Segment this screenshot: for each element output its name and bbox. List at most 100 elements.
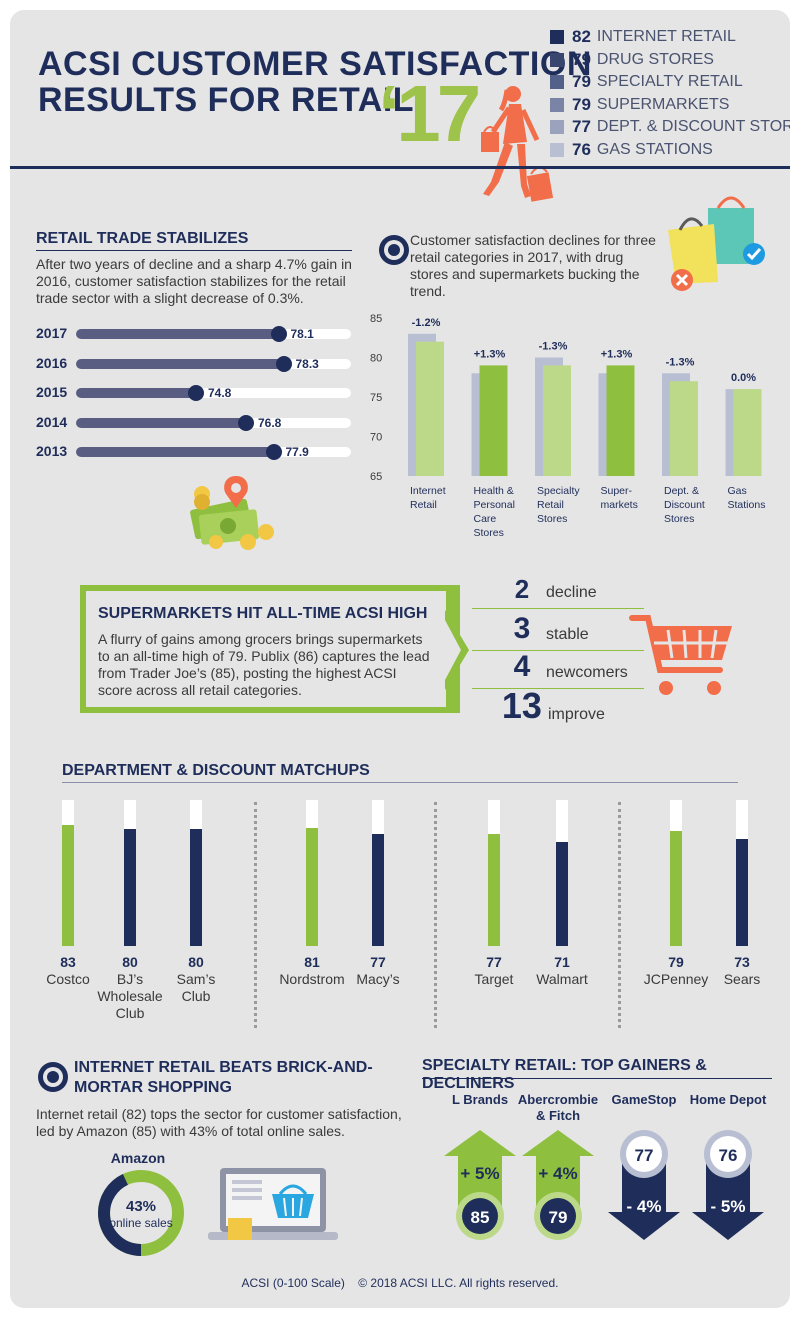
y-tick-label: 65 bbox=[370, 471, 382, 483]
category-label: Dept. & bbox=[664, 485, 699, 497]
trade-bar-dot bbox=[238, 414, 254, 431]
page-title: ACSI CUSTOMER SATISFACTION RESULTS FOR R… bbox=[38, 46, 592, 118]
legend-row: 77 DEPT. & DISCOUNT STORES bbox=[550, 116, 790, 139]
legend-swatch bbox=[550, 142, 564, 157]
stat-number: 3 bbox=[513, 612, 531, 645]
laptop-basket-icon bbox=[208, 1168, 338, 1240]
legend-label: DEPT. & DISCOUNT STORES bbox=[596, 118, 790, 136]
stat-number: 2 bbox=[514, 574, 530, 604]
score-text: 79 bbox=[549, 1208, 568, 1227]
trade-bar-fill bbox=[76, 388, 196, 398]
category-label: Specialty bbox=[537, 485, 580, 497]
change-label: +1.3% bbox=[474, 348, 506, 360]
stat-label: decline bbox=[546, 584, 597, 601]
category-label: Retail bbox=[537, 499, 564, 511]
bar-current bbox=[670, 381, 698, 476]
internet-title-line-2: MORTAR SHOPPING bbox=[74, 1079, 232, 1096]
trade-text: After two years of decline and a sharp 4… bbox=[36, 256, 352, 306]
score-circle bbox=[626, 1136, 662, 1172]
stat-label: newcomers bbox=[546, 664, 628, 681]
legend-label: GAS STATIONS bbox=[596, 140, 713, 158]
gainer-arrow: + 5% 85 bbox=[444, 1130, 516, 1240]
arrow-shape bbox=[608, 1150, 680, 1240]
stat-divider bbox=[472, 608, 644, 609]
score-circle bbox=[462, 1198, 498, 1234]
matchup-value: 73 bbox=[734, 954, 750, 970]
trade-bar-value: 77.9 bbox=[285, 445, 309, 459]
matchup-name-line: Walmart bbox=[536, 971, 588, 987]
legend-row: 76 GAS STATIONS bbox=[550, 139, 790, 162]
matchup-value: 77 bbox=[370, 954, 386, 970]
title-line-1: ACSI CUSTOMER SATISFACTION bbox=[38, 45, 592, 83]
matchup-name-line: Club bbox=[115, 1005, 145, 1021]
trade-bar-fill bbox=[76, 358, 284, 369]
trade-year-label: 2017 bbox=[36, 325, 68, 341]
specialty-name-line: GameStop bbox=[611, 1092, 677, 1107]
footer: ACSI (0-100 Scale) © 2018 ACSI LLC. All … bbox=[10, 1276, 790, 1290]
donut-subtext: online sales bbox=[109, 1216, 173, 1230]
change-text: - 4% bbox=[627, 1197, 662, 1216]
y-tick-label: 85 bbox=[370, 313, 382, 325]
matchup-name: Sears bbox=[702, 971, 782, 988]
trade-bar-dot bbox=[188, 385, 204, 401]
legend-score: 82 bbox=[572, 27, 591, 47]
score-text: 85 bbox=[471, 1208, 490, 1227]
legend-label: INTERNET RETAIL bbox=[596, 28, 736, 46]
legend-label: SPECIALTY RETAIL bbox=[596, 73, 743, 91]
amazon-share-donut bbox=[98, 1170, 184, 1256]
y-tick-label: 75 bbox=[370, 392, 382, 404]
shopping-bags-icon bbox=[668, 196, 765, 291]
matchup-separator bbox=[618, 802, 621, 1028]
category-label: Personal bbox=[474, 499, 515, 511]
legend-score: 79 bbox=[572, 94, 591, 114]
supermarkets-callout-inner: SUPERMARKETS HIT ALL-TIME ACSI HIGH A fl… bbox=[86, 591, 446, 707]
title-line-2: RESULTS FOR RETAIL bbox=[38, 81, 415, 119]
change-label: -1.3% bbox=[666, 356, 695, 368]
target-icon-internet bbox=[38, 1062, 68, 1092]
category-note: Customer satisfaction declines for three… bbox=[410, 232, 656, 299]
stat-number: 4 bbox=[513, 650, 531, 683]
matchup-name: Costco bbox=[28, 971, 108, 988]
y-tick-label: 70 bbox=[370, 432, 382, 444]
score-circle bbox=[540, 1198, 576, 1234]
category-label: markets bbox=[601, 499, 638, 511]
specialty-name-line: Abercrombie bbox=[517, 1092, 599, 1107]
trade-title-rule bbox=[36, 250, 352, 251]
legend-swatch bbox=[550, 30, 564, 45]
matchup-name-line: Nordstrom bbox=[279, 971, 345, 987]
trade-bar-value: 78.1 bbox=[290, 327, 314, 341]
trade-bar-dot bbox=[275, 355, 292, 372]
gainer-arrow: + 4% 79 bbox=[522, 1130, 594, 1240]
matchup-bar-fill bbox=[62, 824, 74, 946]
matchup-name-line: Costco bbox=[46, 971, 90, 987]
legend-row: 82 INTERNET RETAIL bbox=[550, 26, 790, 49]
bar-current bbox=[416, 341, 444, 476]
specialty-name: Home Depot bbox=[678, 1092, 778, 1108]
specialty-name: GameStop bbox=[594, 1092, 694, 1108]
scale-note: ACSI (0-100 Scale) bbox=[241, 1276, 345, 1290]
shopper-illustration bbox=[481, 86, 554, 202]
trade-bar-dot bbox=[270, 326, 287, 342]
score-text: 76 bbox=[719, 1146, 738, 1165]
target-icon bbox=[379, 235, 409, 265]
category-legend: 82 INTERNET RETAIL 79 DRUG STORES 79 SPECIA… bbox=[550, 26, 790, 161]
legend-swatch bbox=[550, 97, 564, 112]
donut-share bbox=[98, 1170, 184, 1256]
infographic: ACSI CUSTOMER SATISFACTION RESULTS FOR R… bbox=[10, 10, 790, 1308]
category-label: Gas bbox=[728, 485, 747, 497]
trade-bar-value: 78.3 bbox=[295, 356, 319, 371]
callout-arrow bbox=[445, 610, 469, 690]
specialty-name: L Brands bbox=[430, 1092, 530, 1108]
matchup-value: 79 bbox=[668, 954, 684, 970]
matchups-title: DEPARTMENT & DISCOUNT MATCHUPS bbox=[62, 762, 370, 779]
trade-bar-value: 74.8 bbox=[208, 386, 232, 400]
matchup-bar-fill bbox=[124, 829, 136, 946]
stat-divider bbox=[472, 650, 644, 651]
legend-score: 76 bbox=[572, 139, 591, 159]
matchup-value: 81 bbox=[304, 954, 320, 970]
legend-score: 79 bbox=[572, 72, 591, 92]
trade-year-label: 2014 bbox=[36, 413, 68, 430]
arrow-shape bbox=[692, 1150, 764, 1240]
matchup-name: Sam’s Club bbox=[156, 971, 236, 1005]
category-label: Stores bbox=[474, 527, 504, 539]
